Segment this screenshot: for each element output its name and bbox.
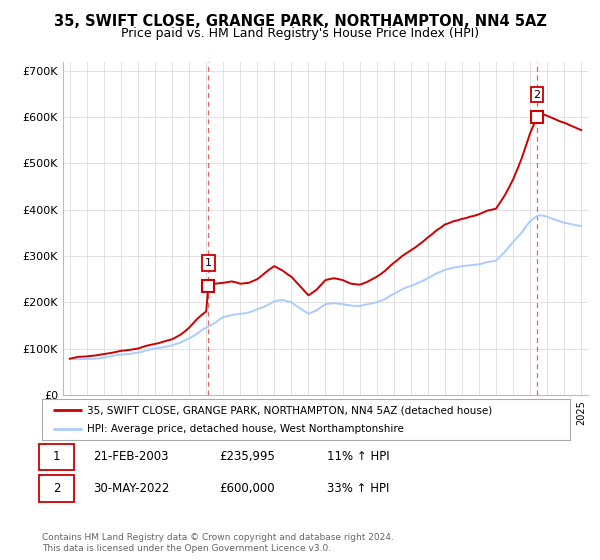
Text: 1: 1 xyxy=(205,258,212,268)
Text: £235,995: £235,995 xyxy=(219,450,275,463)
Text: 35, SWIFT CLOSE, GRANGE PARK, NORTHAMPTON, NN4 5AZ: 35, SWIFT CLOSE, GRANGE PARK, NORTHAMPTO… xyxy=(53,14,547,29)
Text: 30-MAY-2022: 30-MAY-2022 xyxy=(93,482,169,495)
Text: 33% ↑ HPI: 33% ↑ HPI xyxy=(327,482,389,495)
Text: HPI: Average price, detached house, West Northamptonshire: HPI: Average price, detached house, West… xyxy=(87,424,404,433)
Text: Price paid vs. HM Land Registry's House Price Index (HPI): Price paid vs. HM Land Registry's House … xyxy=(121,27,479,40)
Text: 2: 2 xyxy=(533,90,541,100)
Text: 2: 2 xyxy=(53,482,60,495)
Text: £600,000: £600,000 xyxy=(219,482,275,495)
Text: 11% ↑ HPI: 11% ↑ HPI xyxy=(327,450,389,463)
Text: 35, SWIFT CLOSE, GRANGE PARK, NORTHAMPTON, NN4 5AZ (detached house): 35, SWIFT CLOSE, GRANGE PARK, NORTHAMPTO… xyxy=(87,405,492,415)
Text: Contains HM Land Registry data © Crown copyright and database right 2024.
This d: Contains HM Land Registry data © Crown c… xyxy=(42,533,394,553)
Text: 21-FEB-2003: 21-FEB-2003 xyxy=(93,450,169,463)
Text: 1: 1 xyxy=(53,450,60,463)
